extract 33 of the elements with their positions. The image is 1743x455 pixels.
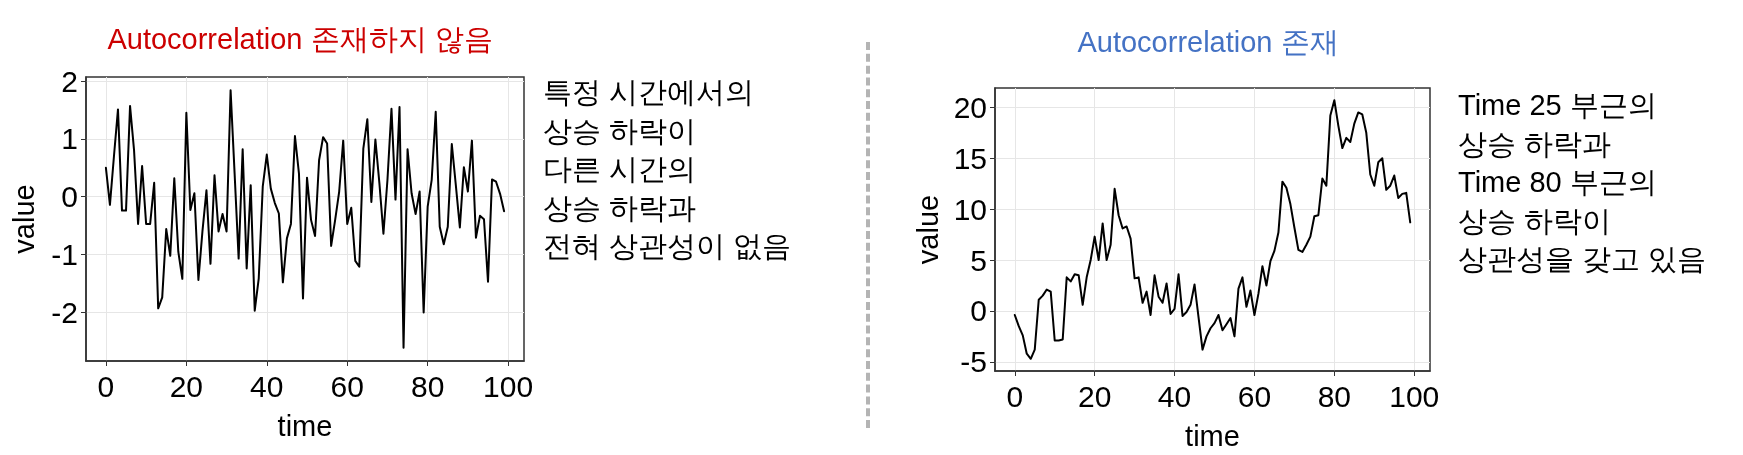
x-tick-label: 80 bbox=[1317, 379, 1352, 413]
x-tick-label: 0 bbox=[97, 369, 115, 403]
x-tick-label: 100 bbox=[483, 369, 534, 403]
y-axis-title: value bbox=[7, 184, 40, 254]
x-tick-label: 20 bbox=[169, 369, 204, 403]
x-tick-label: 40 bbox=[250, 369, 284, 403]
text: 특정 시간에서의 상승 하락이 다른 시간의 상승 하락과 전혀 상관성이 없음 bbox=[543, 76, 792, 263]
y-tick-label: 0 bbox=[970, 294, 987, 328]
y-tick-label: 5 bbox=[970, 243, 987, 277]
line-series bbox=[1013, 99, 1412, 360]
x-axis-title: time bbox=[277, 409, 333, 442]
chart-title: Autocorrelation 존재 bbox=[1077, 26, 1339, 58]
y-tick-label: -1 bbox=[51, 238, 78, 272]
y-tick-label: 2 bbox=[61, 64, 78, 98]
line-series bbox=[104, 89, 506, 349]
y-tick-label: -5 bbox=[960, 345, 987, 379]
y-tick-label: 20 bbox=[953, 90, 987, 124]
y-axis-title: value bbox=[912, 194, 945, 265]
x-tick-label: 60 bbox=[330, 369, 364, 403]
y-tick-label: 1 bbox=[61, 122, 78, 156]
chart-title: Autocorrelation 존재하지 않음 bbox=[107, 23, 493, 55]
text: Time 25 부근의 상승 하락과 Time 80 부근의 상승 하락이 상관성을 갖고 있음 bbox=[1458, 89, 1707, 276]
x-tick-label: 40 bbox=[1157, 379, 1192, 413]
x-tick-label: 100 bbox=[1389, 379, 1440, 413]
x-tick-label: 0 bbox=[1006, 379, 1024, 413]
y-tick-label: -2 bbox=[51, 295, 78, 329]
x-tick-label: 80 bbox=[410, 369, 445, 403]
x-tick-label: 20 bbox=[1077, 379, 1112, 413]
x-tick-label: 60 bbox=[1237, 379, 1272, 413]
y-tick-label: 10 bbox=[953, 192, 987, 226]
y-tick-label: 0 bbox=[61, 180, 78, 214]
y-tick-label: 15 bbox=[953, 141, 987, 175]
x-axis-title: time bbox=[1185, 419, 1240, 452]
